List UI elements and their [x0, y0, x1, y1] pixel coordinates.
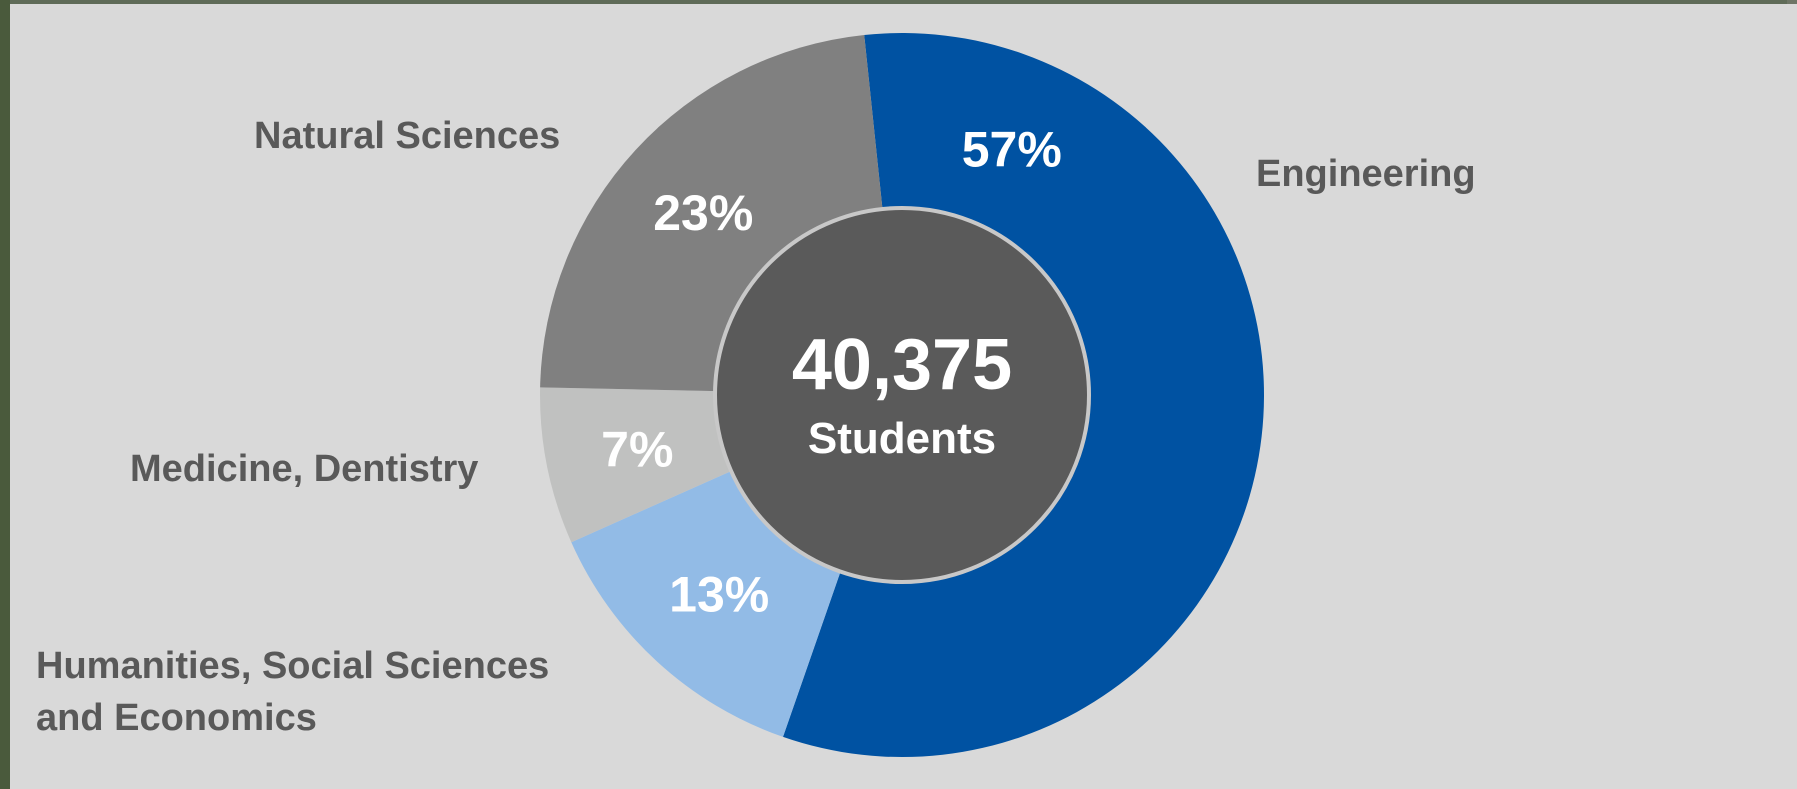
pct-label-engineering: 57% — [962, 121, 1062, 177]
total-students-caption: Students — [808, 414, 996, 463]
pct-label-medicine: 7% — [601, 421, 673, 477]
total-students-value: 40,375 — [792, 325, 1012, 405]
pct-label-humanities: 13% — [669, 567, 769, 623]
background-photo-edge-left — [0, 0, 10, 789]
legend-label-engineering: Engineering — [1256, 153, 1476, 195]
legend-label-medicine: Medicine, Dentistry — [130, 448, 479, 490]
legend-label-natural-sciences: Natural Sciences — [254, 115, 561, 157]
pct-label-natural-sciences: 23% — [653, 185, 753, 241]
legend-label-humanities: Humanities, Social Sciences and Economic… — [36, 645, 550, 739]
center-circle — [713, 206, 1091, 584]
percentage-labels: 57% 13% 7% 23% — [601, 121, 1062, 622]
